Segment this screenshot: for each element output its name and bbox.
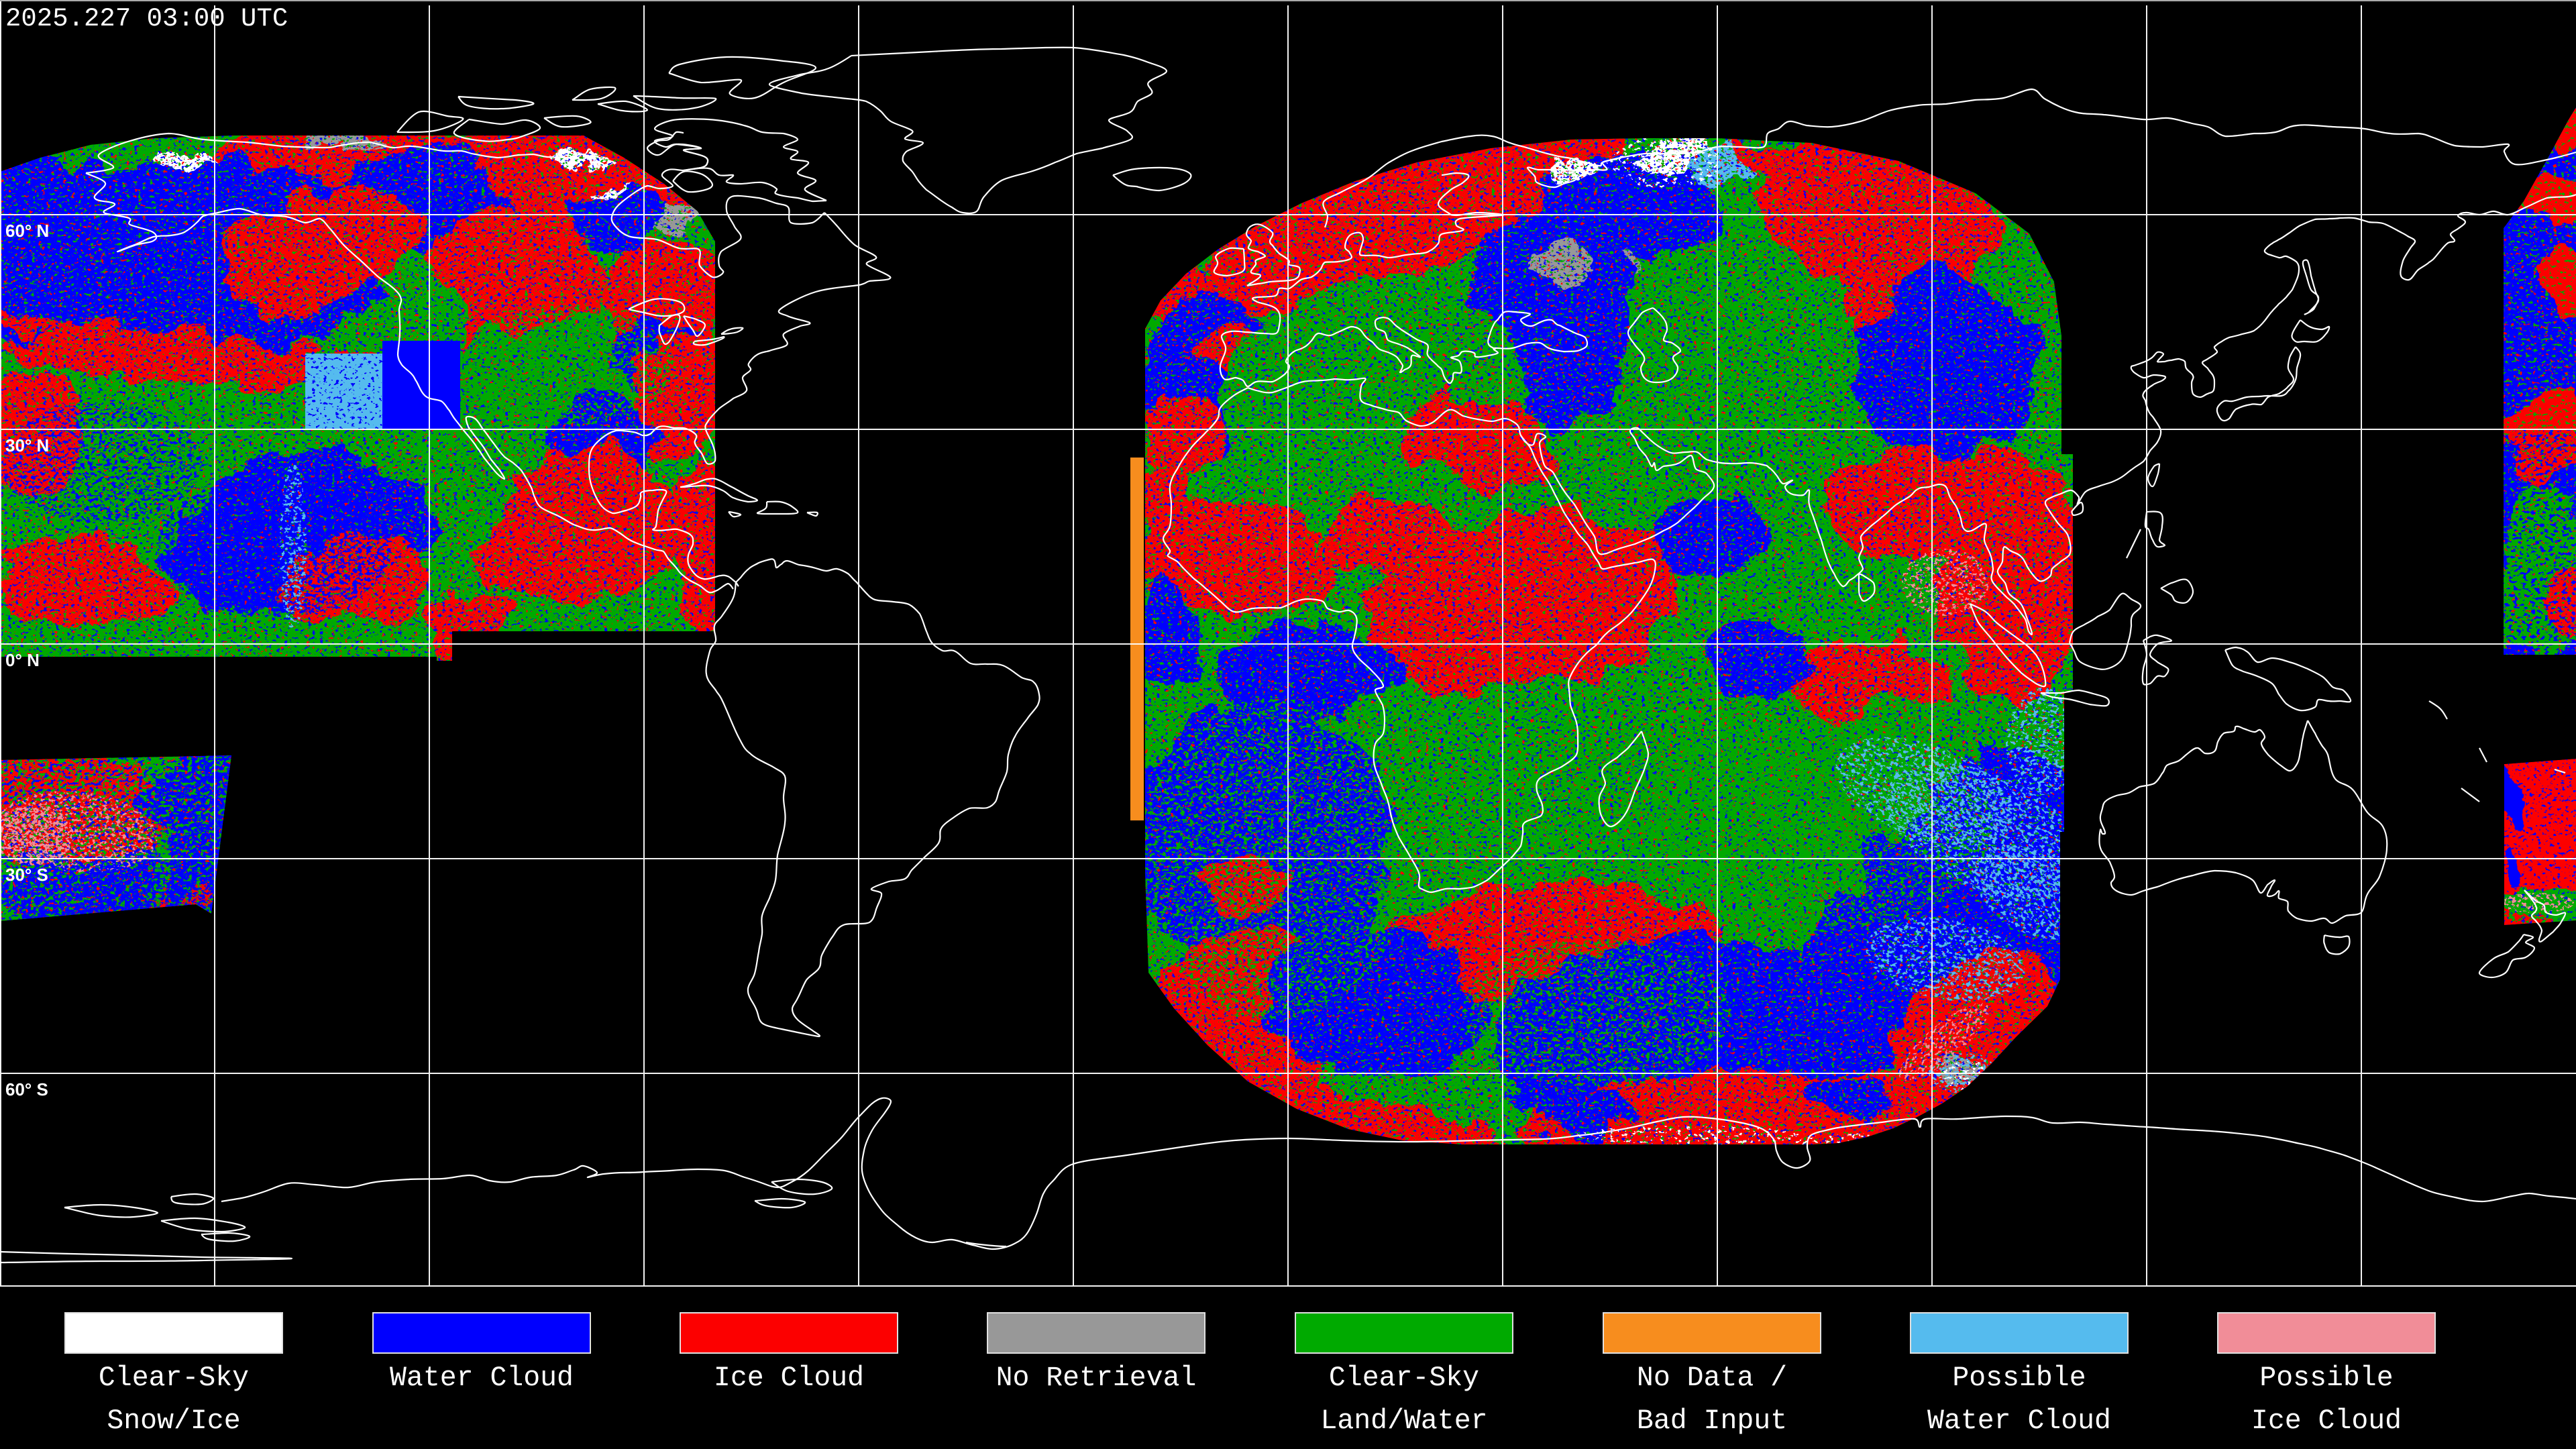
svg-text:2025.227 03:00 UTC: 2025.227 03:00 UTC [5, 4, 288, 34]
svg-text:No Data /: No Data / [1637, 1362, 1787, 1394]
svg-text:Water Cloud: Water Cloud [1927, 1405, 2111, 1437]
svg-text:30° S: 30° S [5, 865, 48, 885]
svg-text:Ice Cloud: Ice Cloud [2251, 1405, 2402, 1437]
svg-text:0° N: 0° N [5, 650, 40, 670]
svg-text:60° N: 60° N [5, 221, 49, 241]
svg-text:Land/Water: Land/Water [1320, 1405, 1487, 1437]
svg-text:Water Cloud: Water Cloud [390, 1362, 574, 1394]
svg-text:Clear-Sky: Clear-Sky [1329, 1362, 1479, 1394]
svg-text:Snow/Ice: Snow/Ice [107, 1405, 240, 1437]
svg-text:Bad Input: Bad Input [1637, 1405, 1787, 1437]
svg-text:No Retrieval: No Retrieval [996, 1362, 1197, 1394]
svg-text:60° S: 60° S [5, 1079, 48, 1099]
svg-text:Clear-Sky: Clear-Sky [99, 1362, 249, 1394]
svg-text:Possible: Possible [1952, 1362, 2086, 1394]
svg-text:Ice Cloud: Ice Cloud [714, 1362, 864, 1394]
svg-text:30° N: 30° N [5, 435, 49, 455]
svg-text:Possible: Possible [2259, 1362, 2393, 1394]
